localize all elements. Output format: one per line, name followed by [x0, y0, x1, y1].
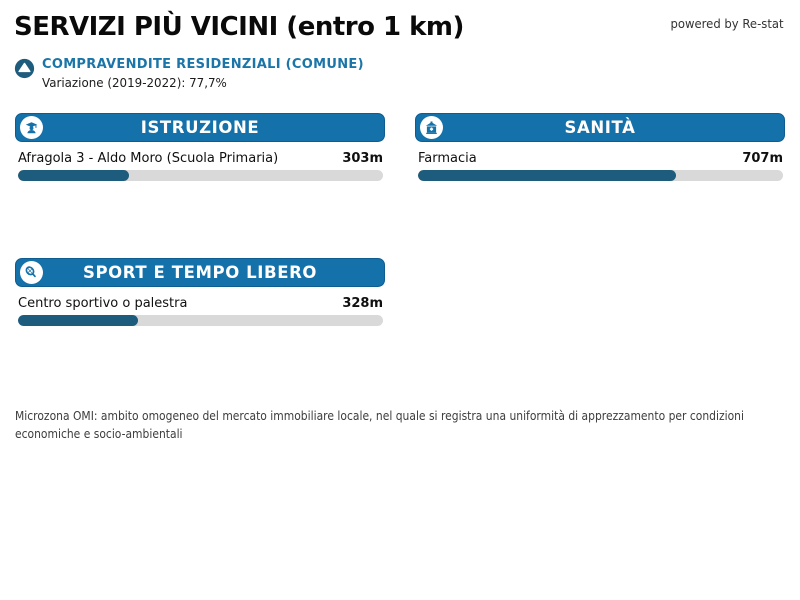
service-card-istruzione: ISTRUZIONE Afragola 3 - Aldo Moro (Scuol…	[15, 113, 385, 181]
kpi-text: COMPRAVENDITE RESIDENZIALI (COMUNE) Vari…	[42, 57, 364, 90]
kpi-compravendite: COMPRAVENDITE RESIDENZIALI (COMUNE) Vari…	[14, 57, 364, 90]
card-header: ISTRUZIONE	[15, 113, 385, 142]
card-header: SPORT E TEMPO LIBERO	[15, 258, 385, 287]
graduate-icon	[20, 116, 43, 139]
hospital-icon	[420, 116, 443, 139]
service-card-sanita: SANITÀ Farmacia 707m	[415, 113, 785, 181]
card-header: SANITÀ	[415, 113, 785, 142]
powered-by-label: powered by Re-stat	[670, 16, 784, 31]
service-row: Afragola 3 - Aldo Moro (Scuola Primaria)…	[18, 151, 383, 166]
service-label: Afragola 3 - Aldo Moro (Scuola Primaria)	[18, 151, 279, 166]
card-title: SANITÀ	[564, 118, 636, 137]
distance-bar-track	[18, 315, 383, 326]
distance-bar-track	[18, 170, 383, 181]
service-distance: 328m	[342, 296, 383, 311]
up-arrow-circle-icon	[14, 58, 35, 79]
service-row: Farmacia 707m	[418, 151, 783, 166]
service-distance: 303m	[342, 151, 383, 166]
service-label: Centro sportivo o palestra	[18, 296, 188, 311]
distance-bar-track	[418, 170, 783, 181]
service-card-sport: SPORT E TEMPO LIBERO Centro sportivo o p…	[15, 258, 385, 326]
service-row: Centro sportivo o palestra 328m	[18, 296, 383, 311]
card-title: ISTRUZIONE	[140, 118, 260, 137]
distance-bar-fill	[418, 170, 677, 181]
kpi-variation: Variazione (2019-2022): 77,7%	[42, 75, 227, 90]
footnote-microzona: Microzona OMI: ambito omogeneo del merca…	[15, 408, 744, 442]
service-distance: 707m	[742, 151, 783, 166]
tennis-racket-icon	[20, 261, 43, 284]
distance-bar-fill	[18, 170, 129, 181]
page-title: SERVIZI PIÙ VICINI (entro 1 km)	[14, 12, 464, 42]
service-label: Farmacia	[418, 151, 477, 166]
kpi-label: COMPRAVENDITE RESIDENZIALI (COMUNE)	[42, 57, 364, 72]
distance-bar-fill	[18, 315, 138, 326]
card-title: SPORT E TEMPO LIBERO	[82, 263, 318, 282]
